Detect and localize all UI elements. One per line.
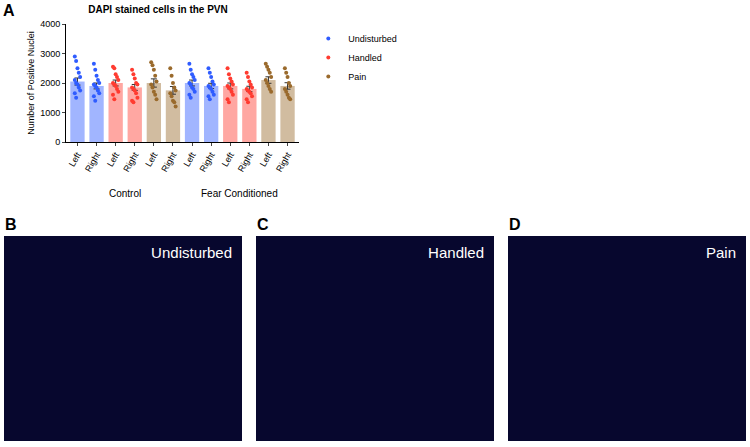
svg-text:3000: 3000 [40, 49, 60, 59]
svg-text:Handled: Handled [348, 53, 382, 63]
svg-text:Right: Right [159, 150, 178, 174]
svg-text:Right: Right [121, 150, 140, 174]
svg-text:Left: Left [67, 150, 83, 168]
svg-text:Number of Positive Nuclei: Number of Positive Nuclei [26, 31, 36, 135]
html-text:A: A [3, 2, 15, 19]
svg-text:Left: Left [182, 150, 198, 168]
svg-text:Undisturbed: Undisturbed [348, 34, 397, 44]
svg-text:DAPI stained cells in the PVN: DAPI stained cells in the PVN [88, 4, 227, 15]
html-text:Undisturbed: Undisturbed [151, 244, 232, 261]
html-text:B: B [5, 216, 17, 233]
svg-text:Left: Left [258, 150, 274, 168]
svg-text:Right: Right [274, 150, 293, 174]
svg-text:Right: Right [83, 150, 102, 174]
svg-text:2000: 2000 [40, 78, 60, 88]
svg-text:Left: Left [105, 150, 121, 168]
svg-text:Right: Right [236, 150, 255, 174]
html-text:D: D [509, 216, 521, 233]
html-text:C: C [257, 216, 269, 233]
svg-text:Left: Left [220, 150, 236, 168]
svg-text:Control: Control [109, 188, 141, 199]
svg-text:0: 0 [55, 137, 60, 147]
svg-text:Right: Right [198, 150, 217, 174]
svg-text:Left: Left [143, 150, 159, 168]
html-text:Handled: Handled [428, 244, 484, 261]
svg-text:4000: 4000 [40, 19, 60, 29]
svg-text:1000: 1000 [40, 108, 60, 118]
html-text:Pain: Pain [706, 244, 736, 261]
svg-text:Pain: Pain [348, 72, 366, 82]
svg-text:Fear Conditioned: Fear Conditioned [201, 188, 278, 199]
